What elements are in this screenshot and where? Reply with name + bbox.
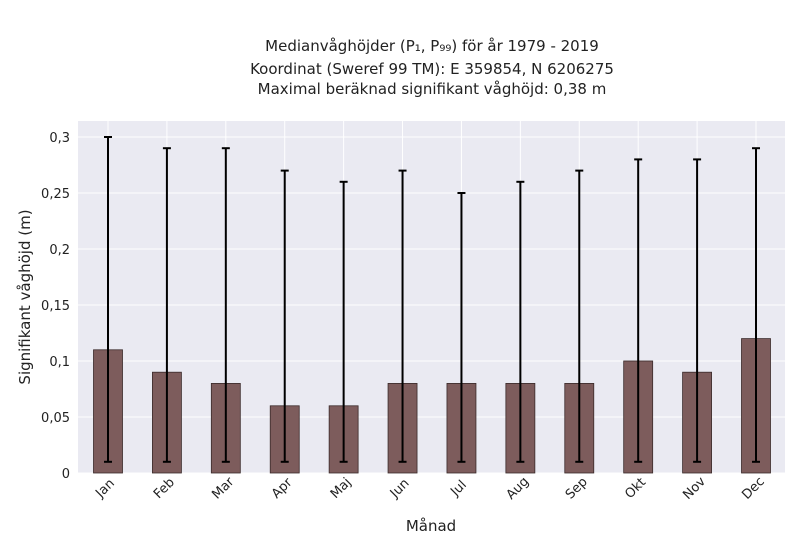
y-tick-label: 0,3 [49, 131, 70, 146]
y-tick-label: 0 [62, 467, 70, 482]
x-tick-label-jul: Jul [447, 478, 469, 500]
y-tick-labels: 0 0,05 0,1 0,15 0,2 0,25 0,3 [41, 131, 70, 482]
errorbar-aug [516, 180, 525, 463]
x-tick-label-jun: Jun [387, 476, 413, 502]
x-tick-label-jan: Jan [92, 476, 117, 501]
errorbar-jan [104, 136, 112, 463]
x-tick-label-dec: Dec [739, 474, 767, 502]
errorbar-jul [457, 192, 466, 463]
x-tick-label-okt: Okt [622, 475, 649, 502]
title-line-3: Maximal beräknad signifikant våghöjd: 0,… [258, 80, 607, 98]
x-tick-label-mar: Mar [209, 474, 237, 502]
error-bars [104, 136, 760, 463]
x-tick-label-maj: Maj [328, 475, 355, 502]
errorbar-nov [693, 158, 702, 463]
y-tick-label: 0,1 [49, 355, 70, 370]
x-tick-label-sep: Sep [563, 475, 591, 503]
errorbar-okt [634, 158, 643, 463]
title-line-2: Koordinat (Sweref 99 TM): E 359854, N 62… [250, 60, 614, 78]
y-tick-label: 0,25 [41, 187, 70, 202]
errorbar-feb [162, 147, 171, 463]
y-tick-label: 0,2 [49, 243, 70, 258]
x-tick-label-nov: Nov [680, 474, 709, 503]
x-tick-labels: Jan Feb Mar Apr Maj Jun Jul Aug Sep Okt Nov Dec [92, 474, 767, 503]
x-tick-label-aug: Aug [504, 474, 533, 503]
errorbar-mar [221, 147, 230, 463]
errorbar-dec [752, 147, 760, 463]
x-axis-label: Månad [406, 517, 456, 535]
errorbar-sep [575, 169, 584, 463]
plot-area [78, 121, 785, 473]
errorbar-maj [339, 180, 348, 463]
x-tick-label-feb: Feb [151, 475, 178, 502]
errorbar-apr [280, 169, 289, 463]
y-axis-label: Signifikant våghöjd (m) [16, 209, 34, 384]
y-tick-label: 0,15 [41, 299, 70, 314]
x-tick-label-apr: Apr [269, 475, 296, 502]
chart-title: Medianvåghöjder (P₁, P₉₉) för år 1979 - … [250, 37, 614, 98]
errorbar-jun [398, 169, 407, 463]
y-tick-label: 0,05 [41, 411, 70, 426]
title-line-1: Medianvåghöjder (P₁, P₉₉) för år 1979 - … [265, 37, 599, 55]
